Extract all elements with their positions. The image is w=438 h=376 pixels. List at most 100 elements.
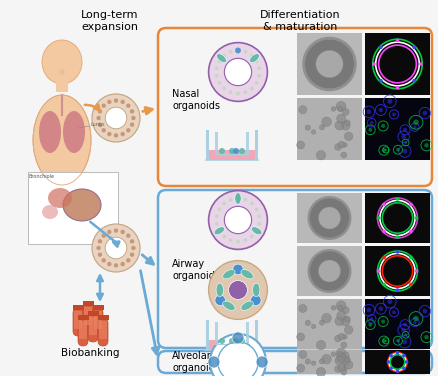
Circle shape — [385, 340, 387, 342]
Circle shape — [331, 352, 336, 356]
Ellipse shape — [48, 188, 72, 208]
Circle shape — [316, 367, 326, 376]
Circle shape — [98, 123, 102, 127]
Circle shape — [392, 311, 396, 314]
Circle shape — [251, 295, 261, 306]
Circle shape — [338, 333, 345, 340]
Bar — [297, 33, 362, 95]
Bar — [255, 320, 258, 350]
Circle shape — [396, 250, 399, 254]
Circle shape — [120, 262, 125, 266]
Circle shape — [218, 81, 221, 85]
Circle shape — [235, 47, 241, 53]
Circle shape — [299, 106, 307, 114]
Circle shape — [387, 99, 392, 104]
Circle shape — [229, 238, 233, 242]
Circle shape — [130, 109, 134, 114]
Circle shape — [229, 280, 247, 299]
Circle shape — [107, 230, 112, 234]
Circle shape — [233, 148, 239, 154]
Ellipse shape — [217, 54, 226, 62]
Circle shape — [218, 229, 221, 233]
Circle shape — [387, 360, 390, 364]
Circle shape — [244, 90, 247, 94]
Circle shape — [126, 128, 131, 132]
Circle shape — [396, 148, 400, 152]
Circle shape — [255, 81, 258, 85]
Circle shape — [396, 86, 399, 89]
Circle shape — [98, 109, 102, 114]
Circle shape — [255, 229, 258, 233]
Circle shape — [367, 109, 371, 114]
Circle shape — [335, 335, 341, 342]
Circle shape — [343, 352, 349, 359]
Circle shape — [343, 366, 347, 370]
Circle shape — [255, 59, 258, 63]
Circle shape — [335, 317, 344, 326]
Circle shape — [379, 79, 383, 82]
Circle shape — [412, 45, 416, 49]
Circle shape — [114, 263, 118, 268]
Circle shape — [370, 317, 374, 321]
Circle shape — [402, 354, 406, 357]
Circle shape — [92, 224, 140, 272]
Circle shape — [337, 311, 346, 320]
Circle shape — [219, 338, 225, 344]
Circle shape — [208, 356, 220, 368]
Ellipse shape — [241, 270, 253, 279]
Bar — [79, 321, 87, 339]
Circle shape — [297, 141, 305, 149]
Circle shape — [120, 230, 125, 234]
Circle shape — [114, 133, 118, 138]
Circle shape — [102, 258, 106, 262]
Circle shape — [382, 256, 386, 259]
Circle shape — [311, 324, 316, 329]
Circle shape — [424, 335, 429, 340]
Bar — [56, 82, 68, 92]
Circle shape — [310, 251, 350, 291]
Circle shape — [250, 86, 254, 90]
Circle shape — [257, 67, 261, 70]
Circle shape — [130, 252, 134, 257]
Text: Airway
organoids: Airway organoids — [172, 259, 220, 281]
Circle shape — [379, 45, 383, 49]
Circle shape — [96, 246, 101, 250]
Circle shape — [307, 196, 351, 240]
Circle shape — [218, 59, 221, 63]
Circle shape — [344, 361, 353, 369]
Text: Lungs: Lungs — [90, 123, 105, 127]
Circle shape — [316, 50, 343, 77]
Ellipse shape — [42, 205, 58, 219]
Circle shape — [344, 326, 353, 334]
Bar — [297, 299, 362, 349]
Circle shape — [219, 148, 225, 154]
Bar — [297, 193, 362, 243]
FancyBboxPatch shape — [98, 318, 108, 346]
Bar — [206, 320, 209, 350]
Bar — [365, 98, 430, 160]
Circle shape — [319, 320, 325, 325]
Circle shape — [233, 338, 239, 344]
Circle shape — [130, 239, 134, 244]
Circle shape — [396, 288, 399, 292]
Circle shape — [102, 233, 106, 238]
Circle shape — [307, 249, 351, 293]
Ellipse shape — [250, 54, 259, 62]
Circle shape — [126, 258, 131, 262]
Circle shape — [382, 148, 386, 152]
Circle shape — [382, 283, 386, 286]
Text: Nasal
organoids: Nasal organoids — [172, 89, 220, 111]
Circle shape — [396, 197, 399, 201]
Circle shape — [341, 317, 350, 326]
Circle shape — [250, 235, 254, 238]
Circle shape — [224, 206, 252, 233]
Bar — [365, 350, 430, 374]
Circle shape — [305, 125, 311, 130]
Circle shape — [96, 116, 101, 120]
Circle shape — [318, 207, 340, 229]
Circle shape — [344, 132, 353, 141]
Circle shape — [305, 320, 311, 326]
Circle shape — [107, 100, 112, 104]
Bar — [99, 321, 107, 339]
Circle shape — [337, 114, 346, 123]
